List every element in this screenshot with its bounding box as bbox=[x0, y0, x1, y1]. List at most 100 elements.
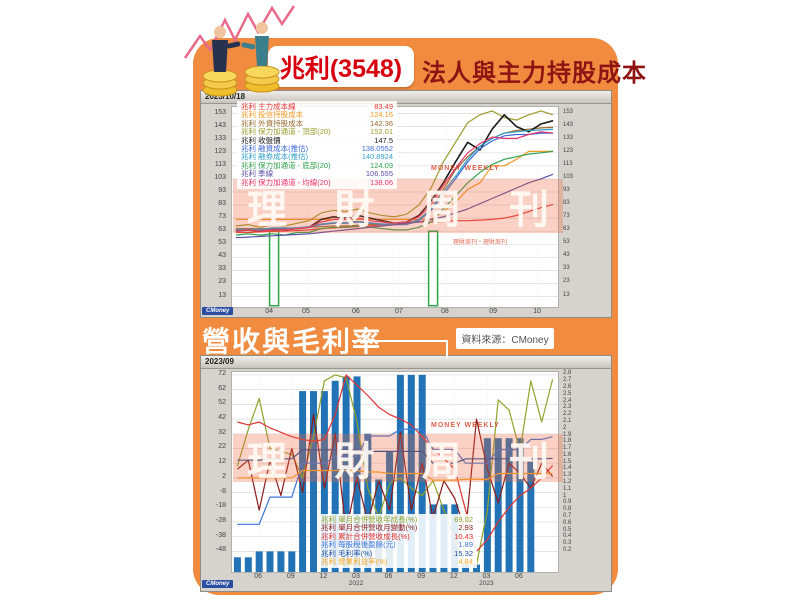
tick-label: 53 bbox=[563, 239, 570, 246]
tick-label: 63 bbox=[218, 226, 226, 234]
legend-row: 兆利 保力加通道 - 均線(20) 138.06 bbox=[241, 177, 393, 187]
tick-label: 153 bbox=[563, 108, 574, 115]
bracket-line-horizontal bbox=[352, 340, 448, 342]
tick-label: 13 bbox=[218, 291, 226, 299]
tick-label: 1.8 bbox=[563, 438, 572, 445]
legend-row: 兆利 主力成本線 83.49 bbox=[241, 102, 393, 111]
tick-label: -28 bbox=[215, 517, 226, 524]
y-axis-right: 153 143 133 123 113 103 93 83 73 63 53 43 33 23 13 bbox=[560, 91, 610, 319]
tick-label: 0.3 bbox=[563, 540, 572, 547]
tick-label: 2.8 bbox=[563, 370, 572, 377]
x-axis: 06 09 12 03 2022 06 09 12 03 2023 06 bbox=[231, 572, 557, 590]
tick-label: 0.4 bbox=[563, 533, 572, 540]
watermark-banner: 理財周刊 bbox=[233, 434, 563, 484]
holding-cost-legend: 兆利 主力成本線 83.49 兆利 投信持股成本 124.16 兆利 外資持股成本 142… bbox=[237, 101, 397, 190]
tick-label: 0.2 bbox=[563, 546, 572, 553]
legend-row: 兆利 外資持股成本 142.36 bbox=[241, 118, 393, 128]
tick-label: 06 bbox=[384, 573, 393, 580]
legend-row: 兆利 融資成本(推估) 138.0552 bbox=[241, 144, 393, 154]
tick-label: 13 bbox=[563, 291, 570, 298]
tick-label: 22 bbox=[218, 443, 226, 451]
tick-label: 08 bbox=[440, 308, 449, 315]
tick-label: 93 bbox=[563, 186, 570, 193]
legend-row: 兆利 毛利率(%) 15.32 bbox=[321, 548, 473, 558]
businessmen-icon bbox=[212, 22, 269, 72]
tick-label: 2.3 bbox=[563, 404, 572, 411]
y-axis-left: 153 143 133 123 113 103 93 83 73 63 53 43 33 23 13 bbox=[201, 91, 229, 319]
tick-label: 1.9 bbox=[563, 431, 572, 438]
revenue-margin-plot bbox=[231, 371, 559, 573]
chart-date-bar: 2023/10/18 bbox=[201, 91, 611, 104]
tick-label: 2.2 bbox=[563, 411, 572, 418]
tick-label: 03 2022 bbox=[348, 573, 364, 587]
tick-label: 2.1 bbox=[563, 417, 572, 424]
tick-label: 0.7 bbox=[563, 512, 572, 519]
tick-label: 53 bbox=[218, 239, 226, 247]
tick-label: 06 bbox=[351, 308, 360, 315]
tick-label: 83 bbox=[218, 200, 226, 208]
coin-stack-icon bbox=[202, 65, 280, 97]
tick-label: 103 bbox=[214, 173, 226, 181]
chart-date: 2023/10/18 bbox=[205, 92, 246, 101]
legend-row: 兆利 收盤價 147.5 bbox=[241, 135, 393, 145]
holding-cost-chart-panel: 2023/10/18 153 143 133 123 113 103 93 83 73 63 53 4… bbox=[200, 90, 612, 318]
tick-label: 93 bbox=[218, 186, 226, 194]
tick-label: 1.6 bbox=[563, 451, 572, 458]
tick-label: 23 bbox=[563, 278, 570, 285]
legend-row: 兆利 單月合併營收月變動(%) 2.93 bbox=[321, 523, 473, 533]
tick-label: 05 bbox=[302, 308, 310, 315]
cmoney-logo: CMoney bbox=[202, 307, 234, 315]
tick-label: 0.5 bbox=[563, 526, 572, 533]
tick-label: 123 bbox=[214, 147, 226, 155]
bracket-line-vertical bbox=[446, 340, 448, 358]
watermark-caption: 理財周刊・理財周刊 bbox=[453, 240, 508, 246]
tick-label: 143 bbox=[214, 121, 226, 129]
tick-label: 2.5 bbox=[563, 390, 572, 397]
y-axis-left: 72 62 52 42 32 22 12 2 -8 -18 -28 -38 -48 bbox=[201, 356, 229, 584]
tick-label: 0.6 bbox=[563, 519, 572, 526]
tick-label: 113 bbox=[214, 160, 226, 168]
tick-label: 03 2023 bbox=[479, 573, 494, 587]
tick-label: 73 bbox=[218, 213, 226, 221]
tick-label: 2.7 bbox=[563, 377, 572, 384]
page-title: 法人與主力持股成本 bbox=[422, 60, 647, 87]
stock-badge-label: 兆利(3548) bbox=[279, 54, 403, 83]
revenue-margin-chart-panel: 2023/09 72 62 52 42 32 22 12 2 -8 -18 -28 -38 -48 2.… bbox=[200, 355, 612, 592]
cmoney-logo: CMoney bbox=[202, 580, 234, 588]
tick-label: 42 bbox=[218, 414, 226, 422]
data-source-box: 資料來源：CMoney bbox=[456, 328, 554, 349]
tick-label: 12 bbox=[449, 573, 458, 580]
legend-row: 兆利 營業利益率(%) 4.84 bbox=[321, 557, 473, 567]
tick-label: 2.4 bbox=[563, 397, 572, 404]
tick-label: 04 bbox=[265, 308, 274, 315]
legend-row: 兆利 累計合併營收成長(%) 10.43 bbox=[321, 531, 473, 541]
tick-label: 1.4 bbox=[563, 465, 572, 472]
tick-label: 62 bbox=[218, 384, 226, 392]
watermark-subtext: MONEY WEEKLY bbox=[431, 422, 500, 429]
tick-label: 0.8 bbox=[563, 506, 572, 513]
tick-label: 12 bbox=[218, 458, 226, 466]
chart-date: 2023/09 bbox=[205, 357, 234, 366]
legend-row: 兆利 每股稅後盈餘(元) 1.89 bbox=[321, 540, 473, 550]
tick-label: 133 bbox=[563, 134, 574, 141]
tick-label: 2 bbox=[222, 472, 226, 480]
tick-label: -8 bbox=[219, 487, 226, 495]
tick-label: 1.2 bbox=[563, 479, 572, 486]
section-title: 營收與毛利率 bbox=[202, 326, 383, 357]
x-axis: 04 05 06 07 08 09 10 bbox=[231, 307, 557, 325]
tick-label: 0.9 bbox=[563, 499, 572, 506]
tick-label: 2 bbox=[563, 424, 567, 431]
tick-label: 09 bbox=[417, 573, 426, 580]
tick-label: 23 bbox=[218, 278, 226, 286]
stock-line-icon bbox=[183, 5, 296, 59]
tick-label: 83 bbox=[563, 200, 570, 207]
legend-row: 兆利 保力加通道 - 底部(20) 124.09 bbox=[241, 160, 393, 170]
tick-label: -48 bbox=[215, 546, 226, 554]
revenue-margin-legend: 兆利 單月合併營收年成長(%) 69.02 兆利 單月合併營收月變動(%) 2.93 兆… bbox=[317, 514, 477, 569]
stock-badge: 兆利(3548) bbox=[268, 46, 414, 87]
tick-label: 153 bbox=[214, 108, 226, 116]
tick-label: 143 bbox=[563, 121, 574, 128]
tick-label: 113 bbox=[563, 160, 573, 167]
tick-label: 133 bbox=[214, 134, 226, 142]
